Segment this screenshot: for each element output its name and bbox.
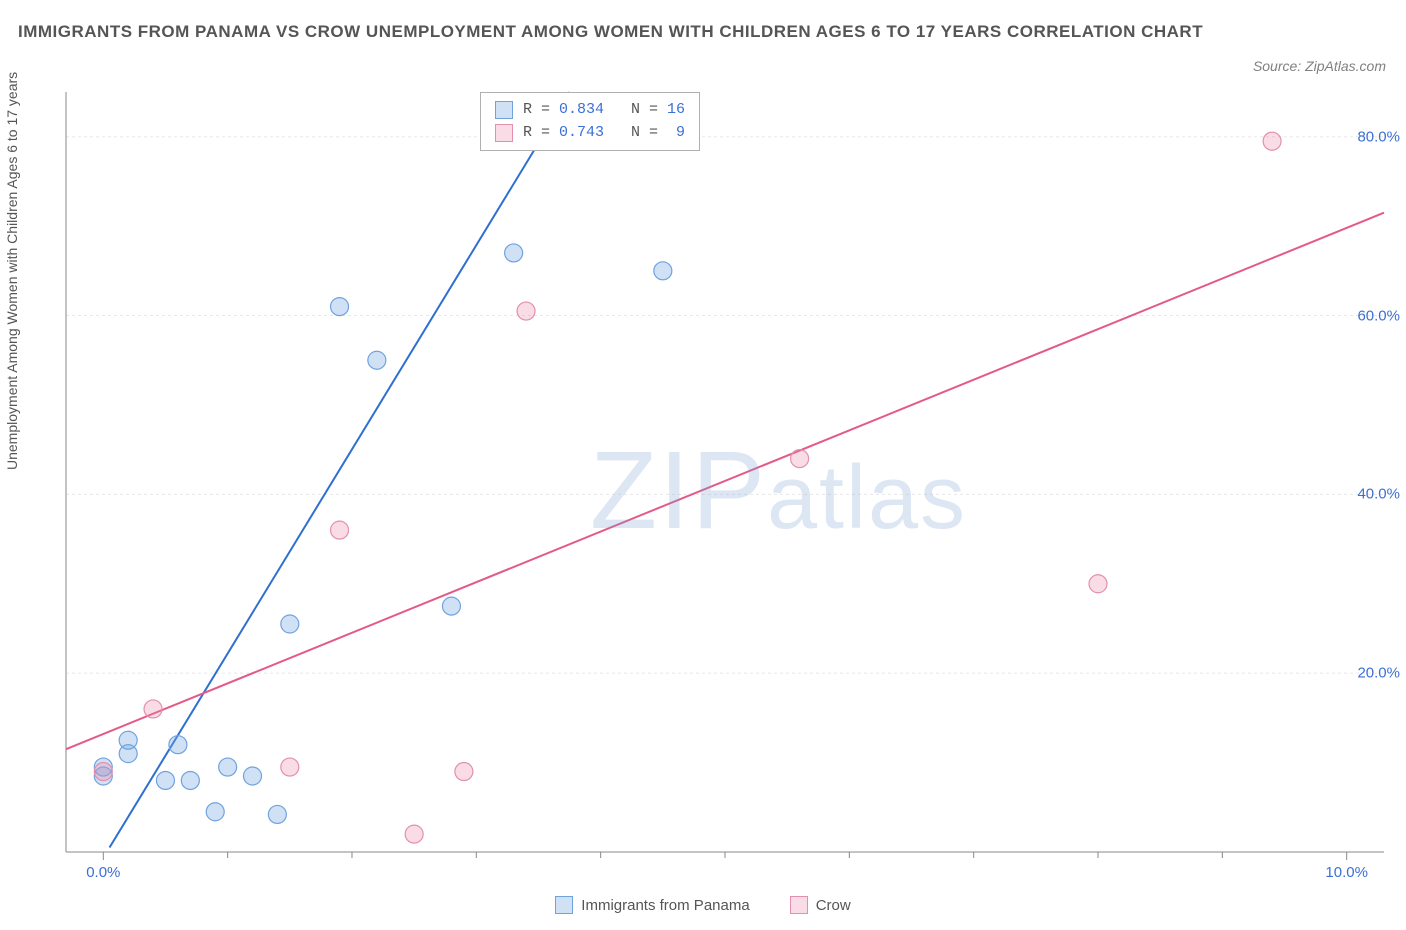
stat-text: R = 0.743 N = 9 bbox=[523, 122, 685, 145]
source-attribution: Source: ZipAtlas.com bbox=[1253, 58, 1386, 74]
y-tick-label: 20.0% bbox=[1357, 665, 1400, 682]
chart-title: IMMIGRANTS FROM PANAMA VS CROW UNEMPLOYM… bbox=[18, 18, 1206, 45]
correlation-stat-box: R = 0.834 N = 16R = 0.743 N = 9 bbox=[480, 92, 700, 151]
legend-item-1: Crow bbox=[790, 896, 851, 914]
stat-row: R = 0.834 N = 16 bbox=[495, 99, 685, 122]
y-tick-label: 60.0% bbox=[1357, 307, 1400, 324]
stat-swatch bbox=[495, 101, 513, 119]
x-tick-label: 0.0% bbox=[86, 864, 120, 881]
stat-text: R = 0.834 N = 16 bbox=[523, 99, 685, 122]
bottom-legend: Immigrants from Panama Crow bbox=[0, 896, 1406, 914]
stat-row: R = 0.743 N = 9 bbox=[495, 122, 685, 145]
legend-label-0: Immigrants from Panama bbox=[581, 897, 749, 914]
stat-swatch bbox=[495, 124, 513, 142]
plot-area bbox=[66, 92, 1384, 852]
legend-item-0: Immigrants from Panama bbox=[555, 896, 749, 914]
x-tick-label: 10.0% bbox=[1325, 864, 1368, 881]
y-tick-label: 80.0% bbox=[1357, 128, 1400, 145]
chart-container: IMMIGRANTS FROM PANAMA VS CROW UNEMPLOYM… bbox=[0, 0, 1406, 930]
scatter-plot-svg bbox=[66, 92, 1384, 852]
y-axis-label: Unemployment Among Women with Children A… bbox=[4, 72, 20, 470]
legend-label-1: Crow bbox=[816, 897, 851, 914]
legend-swatch-1 bbox=[790, 896, 808, 914]
legend-swatch-0 bbox=[555, 896, 573, 914]
y-tick-label: 40.0% bbox=[1357, 486, 1400, 503]
